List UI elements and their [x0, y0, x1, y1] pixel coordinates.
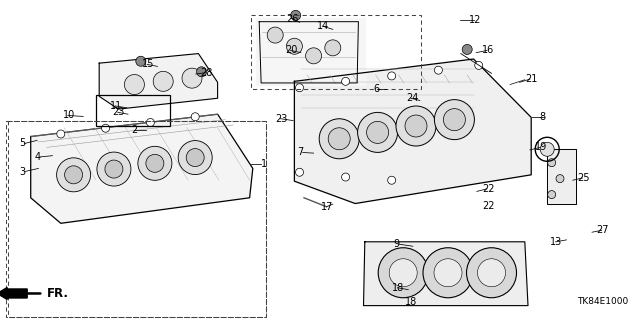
Circle shape	[328, 128, 350, 150]
Circle shape	[102, 124, 109, 132]
Circle shape	[56, 158, 91, 192]
Circle shape	[342, 77, 349, 85]
Circle shape	[367, 122, 388, 143]
Text: 11: 11	[110, 101, 122, 111]
Circle shape	[434, 259, 462, 287]
Circle shape	[540, 142, 554, 156]
Text: 1: 1	[261, 159, 268, 169]
Circle shape	[435, 100, 474, 140]
Circle shape	[389, 259, 417, 287]
Text: 16: 16	[482, 45, 494, 56]
Circle shape	[153, 71, 173, 91]
Text: 20: 20	[285, 45, 298, 56]
Text: 24: 24	[406, 93, 418, 103]
Bar	[8, 121, 266, 317]
Circle shape	[178, 141, 212, 174]
Circle shape	[291, 10, 301, 20]
Circle shape	[358, 112, 397, 152]
FancyArrow shape	[0, 287, 28, 300]
Text: 3: 3	[19, 167, 26, 177]
Circle shape	[325, 40, 341, 56]
Circle shape	[124, 75, 145, 94]
Text: 7: 7	[298, 147, 304, 158]
Text: 9: 9	[393, 239, 399, 249]
Circle shape	[147, 118, 154, 127]
Text: 21: 21	[525, 74, 537, 84]
Circle shape	[548, 190, 556, 199]
Text: 23: 23	[275, 114, 287, 124]
Circle shape	[296, 84, 303, 92]
Text: 5: 5	[19, 138, 26, 148]
Circle shape	[462, 44, 472, 55]
Circle shape	[342, 173, 349, 181]
Text: 25: 25	[577, 173, 590, 183]
Circle shape	[146, 154, 164, 172]
Text: 26: 26	[287, 13, 299, 24]
Circle shape	[268, 27, 283, 43]
Text: FR.: FR.	[47, 287, 69, 300]
Text: 2: 2	[131, 125, 138, 135]
Circle shape	[396, 106, 436, 146]
Text: 6: 6	[373, 84, 380, 94]
Circle shape	[556, 174, 564, 183]
Text: 10: 10	[63, 110, 75, 121]
Polygon shape	[256, 18, 365, 85]
Text: 17: 17	[321, 202, 333, 212]
Circle shape	[296, 168, 303, 176]
Text: 22: 22	[482, 201, 495, 211]
Circle shape	[57, 130, 65, 138]
Circle shape	[388, 72, 396, 80]
Text: 23: 23	[113, 107, 125, 117]
Text: 4: 4	[35, 152, 41, 162]
Bar	[251, 15, 421, 89]
Circle shape	[405, 115, 427, 137]
Bar	[96, 95, 170, 126]
Polygon shape	[364, 242, 528, 306]
Text: 15: 15	[142, 59, 154, 70]
Text: 13: 13	[550, 237, 563, 247]
Circle shape	[306, 48, 322, 64]
Text: TK84E1000: TK84E1000	[577, 297, 628, 306]
Circle shape	[65, 166, 83, 184]
Circle shape	[475, 61, 483, 70]
Circle shape	[319, 119, 359, 159]
Circle shape	[138, 146, 172, 180]
Polygon shape	[31, 114, 253, 223]
Circle shape	[467, 248, 516, 298]
Circle shape	[444, 109, 465, 130]
Text: 18: 18	[405, 297, 417, 308]
Circle shape	[182, 68, 202, 88]
Circle shape	[186, 149, 204, 167]
Bar	[6, 121, 266, 317]
Polygon shape	[99, 54, 218, 109]
Circle shape	[105, 160, 123, 178]
Text: 19: 19	[535, 142, 547, 152]
Text: 22: 22	[482, 184, 495, 194]
Circle shape	[191, 113, 199, 121]
Circle shape	[196, 67, 207, 77]
Circle shape	[136, 56, 146, 66]
Circle shape	[378, 248, 428, 298]
Circle shape	[97, 152, 131, 186]
Circle shape	[287, 38, 303, 54]
Text: 12: 12	[469, 15, 481, 25]
Circle shape	[435, 66, 442, 74]
Text: 27: 27	[596, 225, 609, 235]
Text: 8: 8	[539, 112, 545, 122]
Circle shape	[548, 159, 556, 167]
Circle shape	[423, 248, 473, 298]
Circle shape	[388, 176, 396, 184]
Polygon shape	[547, 149, 576, 204]
Text: 28: 28	[200, 68, 212, 78]
Polygon shape	[294, 59, 531, 204]
Text: 18: 18	[392, 283, 404, 293]
Text: 14: 14	[317, 21, 330, 31]
Circle shape	[477, 259, 506, 287]
